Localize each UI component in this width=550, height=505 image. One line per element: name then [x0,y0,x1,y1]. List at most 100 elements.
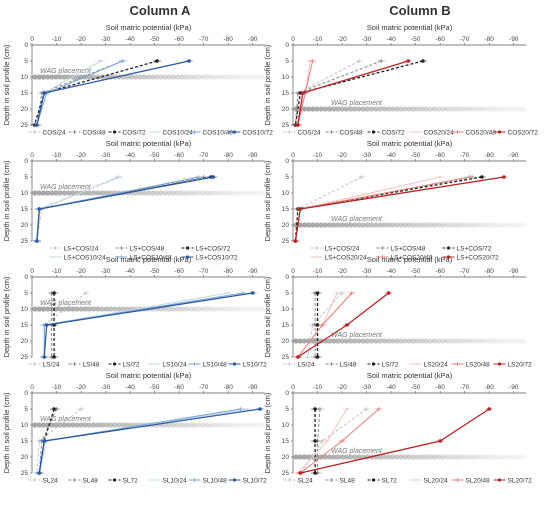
series-SL20/72 [296,407,494,475]
legend-label: LS10/72 [243,361,268,368]
wag-dot [145,190,151,196]
legend-item: SL48 [68,477,98,484]
legend-item: LS+COS20/72 [442,254,499,261]
wag-dot [419,106,425,112]
wag-dot [322,106,328,112]
wag-dot [36,74,42,80]
wag-dot [486,338,492,344]
legend-label: COS/72 [123,129,147,136]
legend-marker [232,362,237,366]
wag-dot [242,306,248,312]
wag-dot [499,106,505,112]
wag-dot [520,454,526,460]
data-point [359,175,364,179]
wag-dot [200,422,206,428]
wag-placement-band [293,222,526,228]
wag-dot [137,74,143,80]
wag-dot [490,222,496,228]
y-tick-label: 20 [21,338,29,345]
wag-dot [229,190,235,196]
wag-dot [427,222,433,228]
wag-dot [120,422,126,428]
chart-panel-a4: Soil matric potential (kPa) Depth in soil… [2,371,267,484]
wag-dot [246,74,252,80]
wag-dot [327,106,333,112]
x-tick-label: -30 [362,268,372,275]
x-axis-title: Soil matric potential (kPa) [106,255,192,264]
data-point [35,123,39,127]
data-point [480,175,484,179]
wag-dot [364,222,370,228]
wag-dot [402,106,408,112]
wag-dot [511,338,517,344]
legend-marker [192,478,197,482]
y-tick-label: 10 [282,422,290,429]
data-point [52,407,56,411]
wag-dot [352,338,358,344]
wag-dot [507,338,513,344]
wag-dot [40,306,47,312]
legend: LS+COS/24 LS+COS/48 LS+COS/72 LS+COS10/24 LS… [49,245,238,261]
legend-item: COS10/48 [188,129,233,136]
legend-label: LS+COS10/48 [130,254,172,261]
wag-dot [242,422,248,428]
wag-dot [204,74,210,80]
wag-dot [192,74,198,80]
wag-dot [175,422,181,428]
y-tick-label: 25 [282,238,290,245]
wag-dot [411,222,417,228]
legend-marker [329,130,334,134]
legend-label: LS/24 [43,361,60,368]
x-tick-label: -60 [435,152,445,159]
legend-label: SL20/24 [424,477,449,484]
legend-label: LS+COS20/48 [391,254,433,261]
legend-marker [371,130,376,134]
x-tick-label: 0 [30,384,34,391]
wag-dot [402,222,408,228]
wag-dot [369,106,375,112]
wag-dot [490,106,496,112]
x-tick-label: -40 [386,152,396,159]
wag-dot [469,454,475,460]
wag-dot [204,190,210,196]
wag-dot [208,190,214,196]
data-point [99,59,102,63]
wag-dot [234,306,240,312]
x-tick-label: -20 [337,268,347,275]
legend-item: SL24 [283,477,313,484]
wag-placement-band [293,106,526,112]
data-point [345,323,349,327]
wag-dot [436,222,442,228]
wag-dot [520,106,526,112]
data-point [227,291,230,295]
wag-dot [99,422,105,428]
y-tick-label: 25 [282,122,290,129]
y-tick-label: 20 [282,454,290,461]
wag-dot [310,106,316,112]
wag-dot [385,106,391,112]
data-point [502,175,506,179]
wag-dot [175,306,181,312]
wag-dot [448,106,454,112]
wag-dot [318,222,324,228]
x-tick-label: -50 [150,268,160,275]
wag-dot [394,454,400,460]
wag-dot [234,190,240,196]
wag-dot [482,338,488,344]
data-point [467,175,472,179]
wag-dot [495,222,501,228]
x-tick-label: -40 [386,268,396,275]
y-tick-label: 15 [21,90,29,97]
legend-marker [380,255,385,259]
wag-dot [406,454,412,460]
wag-dot [385,222,391,228]
wag-dot [255,190,261,196]
series-SL10/72 [35,407,265,475]
data-point [438,439,442,443]
x-tick-label: -90 [248,152,258,159]
data-point [376,407,381,411]
legend-label: LS/72 [123,361,140,368]
legend-marker [455,130,460,134]
wag-dot [196,422,202,428]
data-point [42,355,47,359]
